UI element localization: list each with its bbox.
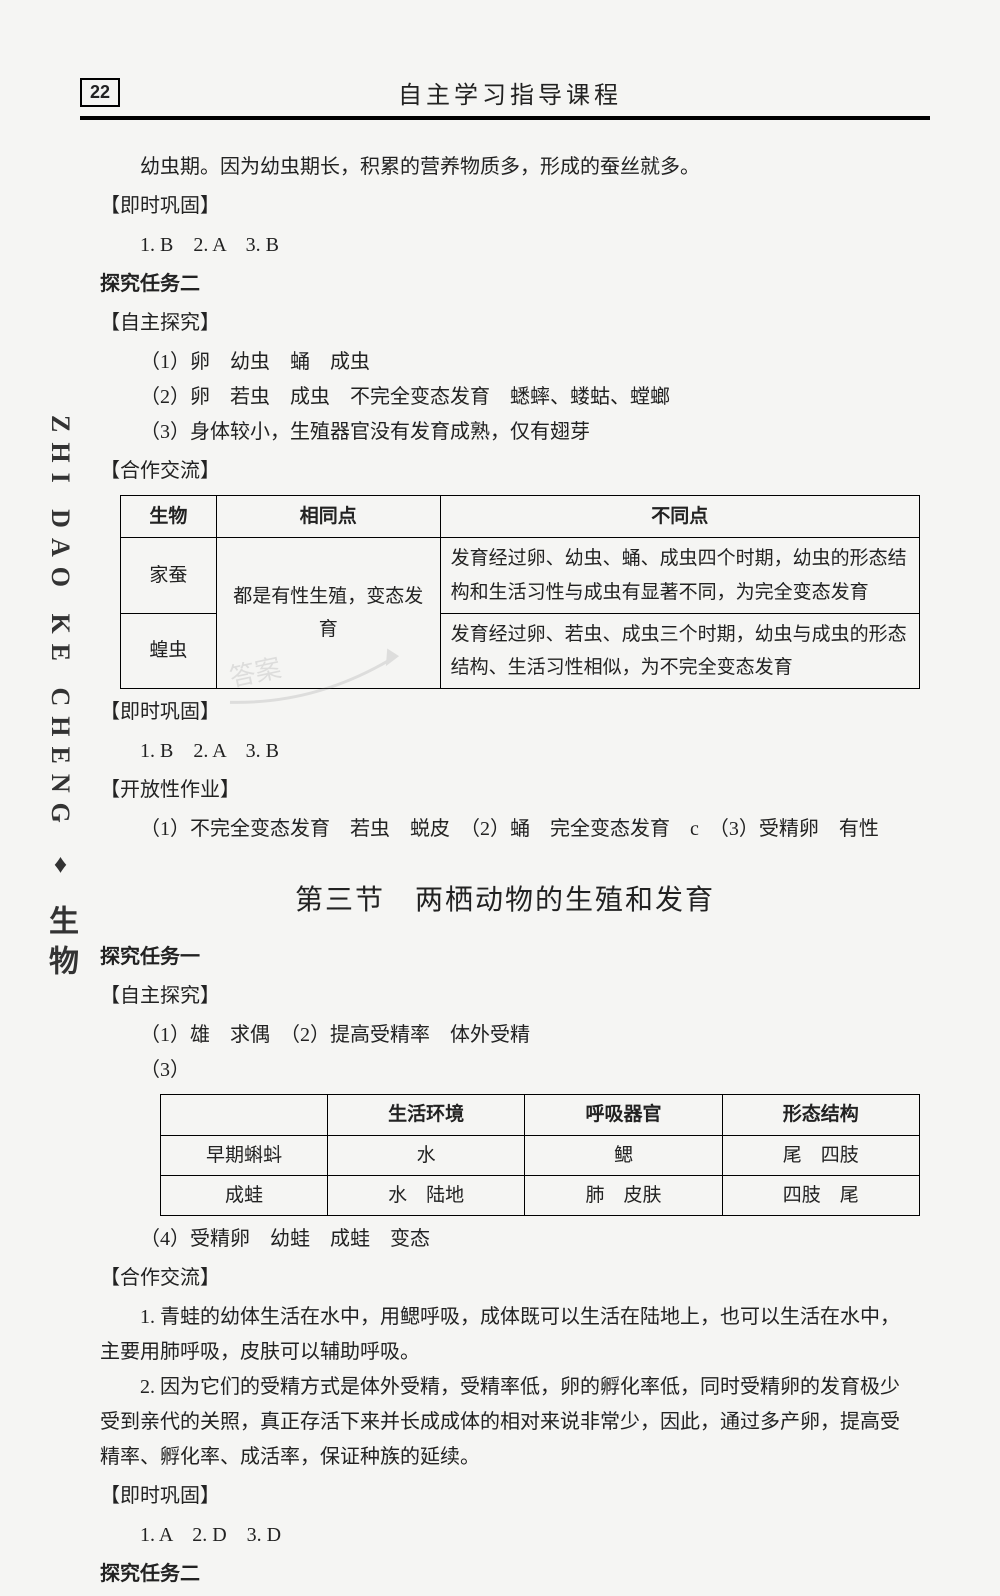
heading-jishi-2: 【即时巩固】 bbox=[100, 695, 930, 730]
side-dot: ♦ bbox=[46, 849, 75, 888]
comparison-table-2: 生活环境 呼吸器官 形态结构 早期蝌蚪 水 鳃 尾 四肢 成蛙 水 陆地 肺 皮… bbox=[160, 1094, 920, 1216]
t1-r1c2: 都是有性生殖，变态发育 bbox=[216, 538, 440, 689]
side-subject: 生物 bbox=[44, 905, 77, 985]
heading-zizhu-2: 【自主探究】 bbox=[100, 979, 930, 1014]
t1-r2c1: 蝗虫 bbox=[121, 613, 217, 689]
zizhu2-line1: （1）雄 求偶 （2）提高受精率 体外受精 bbox=[140, 1018, 930, 1053]
answers-3: 1. A 2. D 3. D bbox=[140, 1518, 930, 1553]
heading-jishi-1: 【即时巩固】 bbox=[100, 189, 930, 224]
hezuo-p2: 2. 因为它们的受精方式是体外受精，受精率低，卵的孵化率低，同时受精卵的发育极少… bbox=[100, 1370, 910, 1475]
t2-r1c2: 水 bbox=[327, 1135, 524, 1175]
page-header: 22 自主学习指导课程 bbox=[80, 75, 930, 120]
table-row: 早期蝌蚪 水 鳃 尾 四肢 bbox=[161, 1135, 920, 1175]
page-content: 22 自主学习指导课程 幼虫期。因为幼虫期长，积累的营养物质多，形成的蚕丝就多。… bbox=[80, 75, 930, 1596]
answers-2: 1. B 2. A 3. B bbox=[140, 734, 930, 769]
t2-r1c3: 鳃 bbox=[525, 1135, 722, 1175]
zizhu1-line2: （2）卵 若虫 成虫 不完全变态发育 蟋蟀、蝼蛄、螳螂 bbox=[140, 380, 930, 415]
t2-r2c2: 水 陆地 bbox=[327, 1175, 524, 1215]
heading-task-2b: 探究任务二 bbox=[100, 1557, 930, 1592]
comparison-table-1: 生物 相同点 不同点 家蚕 都是有性生殖，变态发育 发育经过卵、幼虫、蛹、成虫四… bbox=[120, 495, 920, 689]
heading-zizhu-1: 【自主探究】 bbox=[100, 306, 930, 341]
heading-jishi-3: 【即时巩固】 bbox=[100, 1479, 930, 1514]
table-row: 家蚕 都是有性生殖，变态发育 发育经过卵、幼虫、蛹、成虫四个时期，幼虫的形态结构… bbox=[121, 538, 920, 614]
t2-h4: 形态结构 bbox=[722, 1095, 919, 1135]
heading-hezuo-1: 【合作交流】 bbox=[100, 454, 930, 489]
kaifang-line: （1）不完全变态发育 若虫 蜕皮 （2）蛹 完全变态发育 c （3）受精卵 有性 bbox=[140, 812, 930, 847]
hezuo-p1: 1. 青蛙的幼体生活在水中，用鳃呼吸，成体既可以生活在陆地上，也可以生活在水中，… bbox=[100, 1300, 910, 1370]
t1-h3: 不同点 bbox=[440, 496, 919, 538]
heading-hezuo-2: 【合作交流】 bbox=[100, 1261, 930, 1296]
zizhu1-line1: （1）卵 幼虫 蛹 成虫 bbox=[140, 345, 930, 380]
t2-h2: 生活环境 bbox=[327, 1095, 524, 1135]
t2-h1 bbox=[161, 1095, 328, 1135]
t2-h3: 呼吸器官 bbox=[525, 1095, 722, 1135]
t1-r2c3: 发育经过卵、若虫、成虫三个时期，幼虫与成虫的形态结构、生活习性相似，为不完全变态… bbox=[440, 613, 919, 689]
t2-r2c1: 成蛙 bbox=[161, 1175, 328, 1215]
zizhu2-line3: （4）受精卵 幼蛙 成蛙 变态 bbox=[140, 1222, 930, 1257]
t1-h1: 生物 bbox=[121, 496, 217, 538]
answers-1: 1. B 2. A 3. B bbox=[140, 228, 930, 263]
t2-r2c4: 四肢 尾 bbox=[722, 1175, 919, 1215]
body-content: 幼虫期。因为幼虫期长，积累的营养物质多，形成的蚕丝就多。 【即时巩固】 1. B… bbox=[80, 150, 930, 1592]
opening-paragraph: 幼虫期。因为幼虫期长，积累的营养物质多，形成的蚕丝就多。 bbox=[100, 150, 910, 185]
page-number: 22 bbox=[80, 78, 120, 107]
t1-h2: 相同点 bbox=[216, 496, 440, 538]
heading-task-1b: 探究任务一 bbox=[100, 940, 930, 975]
heading-kaifang: 【开放性作业】 bbox=[100, 773, 930, 808]
t1-r1c3: 发育经过卵、幼虫、蛹、成虫四个时期，幼虫的形态结构和生活习性与成虫有显著不同，为… bbox=[440, 538, 919, 614]
page-title: 自主学习指导课程 bbox=[130, 75, 890, 110]
t2-r1c4: 尾 四肢 bbox=[722, 1135, 919, 1175]
table-row: 生活环境 呼吸器官 形态结构 bbox=[161, 1095, 920, 1135]
t2-r1c1: 早期蝌蚪 bbox=[161, 1135, 328, 1175]
zizhu2-line2: （3） bbox=[140, 1053, 930, 1088]
heading-task-2: 探究任务二 bbox=[100, 267, 930, 302]
table-row: 生物 相同点 不同点 bbox=[121, 496, 920, 538]
t2-r2c3: 肺 皮肤 bbox=[525, 1175, 722, 1215]
t1-r1c1: 家蚕 bbox=[121, 538, 217, 614]
side-pinyin: ZHI DAO KE CHENG bbox=[46, 415, 75, 833]
zizhu1-line3: （3）身体较小，生殖器官没有发育成熟，仅有翅芽 bbox=[140, 415, 930, 450]
table-row: 成蛙 水 陆地 肺 皮肤 四肢 尾 bbox=[161, 1175, 920, 1215]
side-vertical-label: ZHI DAO KE CHENG ♦ 生物 bbox=[38, 415, 82, 985]
section-title: 第三节 两栖动物的生殖和发育 bbox=[80, 875, 930, 924]
